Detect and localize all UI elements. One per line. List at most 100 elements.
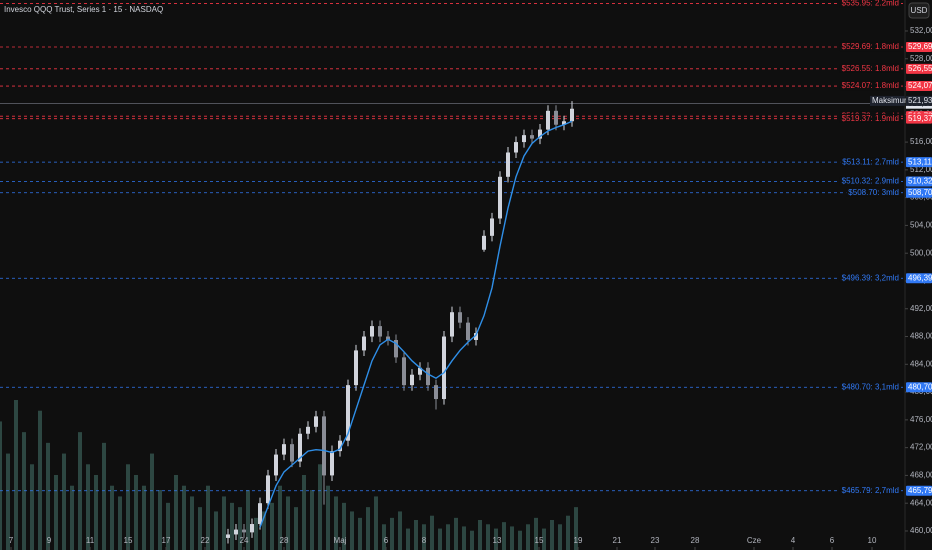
x-tick-label: 6 — [384, 536, 389, 545]
volume-bar — [342, 502, 346, 550]
volume-bar — [510, 526, 514, 550]
candle-body — [434, 385, 438, 400]
volume-bar — [294, 507, 298, 550]
price-badge — [906, 273, 932, 284]
price-badge — [906, 81, 932, 92]
candle-body — [266, 475, 270, 504]
volume-bar — [126, 464, 130, 550]
volume-bar — [414, 520, 418, 550]
level-label: $535.95: 2.2mld — [842, 0, 899, 8]
candle-body — [258, 503, 262, 525]
volume-bar — [70, 485, 74, 550]
price-badge — [906, 485, 932, 496]
currency-label[interactable]: USD — [911, 6, 928, 15]
candle-body — [354, 350, 358, 386]
price-badge — [906, 382, 932, 393]
candle-body — [506, 152, 510, 177]
price-badge — [906, 187, 932, 198]
level-label-bg — [846, 187, 901, 197]
volume-bar — [86, 464, 90, 550]
candle-body — [250, 524, 254, 533]
candle-body — [290, 444, 294, 462]
candle-body — [282, 444, 286, 455]
y-tick-label: 468,00 — [910, 471, 932, 480]
candle-body — [498, 176, 502, 219]
candle-body — [242, 529, 246, 533]
chart-title: Invesco QQQ Trust, Series 1 · 15 · NASDA… — [4, 5, 163, 14]
volume-bar — [182, 485, 186, 550]
volume-bar — [406, 528, 410, 550]
candle-body — [418, 367, 422, 375]
candle-body — [298, 433, 302, 462]
candle-body — [490, 218, 494, 236]
volume-bar — [518, 530, 522, 550]
candle-body — [378, 326, 382, 337]
volume-bar — [142, 485, 146, 550]
volume-bar — [470, 530, 474, 550]
volume-bar — [206, 485, 210, 550]
volume-bar — [6, 453, 10, 550]
candle-body — [330, 451, 334, 476]
price-badge-label: 465,79 — [908, 486, 932, 495]
volume-bar — [366, 507, 370, 550]
level-label: $513.11: 2.7mld — [842, 157, 899, 166]
high-marker-value: 521,93 — [908, 96, 932, 105]
volume-bar — [134, 475, 138, 550]
level-label: $524.07: 1.8mld — [842, 81, 899, 90]
volume-bar — [478, 520, 482, 550]
level-label: $519.37: 1.9mld — [842, 114, 899, 123]
price-badge-label: 519,37 — [908, 114, 932, 123]
candle-body — [562, 121, 566, 125]
volume-bar — [558, 524, 562, 550]
candle-body — [314, 416, 318, 427]
volume-bar — [446, 524, 450, 550]
ma-line — [259, 120, 573, 528]
level-label: $510.32: 2.9mld — [842, 177, 899, 186]
volume-bar — [302, 475, 306, 550]
candle-body — [386, 336, 390, 340]
volume-bar — [382, 524, 386, 550]
x-tick-label: 22 — [201, 536, 210, 545]
volume-bar — [430, 515, 434, 550]
volume-bar — [502, 522, 506, 550]
volume-bar — [230, 502, 234, 550]
x-tick-label: 21 — [613, 536, 622, 545]
candle-body — [514, 142, 518, 153]
level-label-bg — [839, 42, 901, 52]
candle-body — [338, 440, 342, 452]
volume-bar — [14, 400, 18, 550]
x-tick-label: 15 — [124, 536, 133, 545]
candle-body — [402, 357, 406, 386]
volume-bar — [110, 485, 114, 550]
volume-bar — [150, 453, 154, 550]
volume-bar — [494, 528, 498, 550]
currency-button[interactable] — [908, 2, 930, 19]
volume-bar — [318, 464, 322, 550]
candle-body — [522, 135, 526, 143]
volume-bar — [390, 517, 394, 550]
level-label-bg — [839, 0, 901, 8]
y-tick-label: 476,00 — [910, 415, 932, 424]
candle-body — [370, 326, 374, 337]
level-label-bg — [839, 63, 901, 73]
x-tick-label: 19 — [574, 536, 583, 545]
price-badge-label: 513,11 — [908, 157, 932, 166]
price-badge — [906, 63, 932, 74]
candle-body — [538, 129, 542, 139]
volume-bar — [158, 490, 162, 550]
candle-body — [234, 529, 238, 535]
volume-bar — [0, 421, 2, 550]
candle-body — [274, 454, 278, 476]
volume-bar — [246, 490, 250, 550]
level-label-bg — [839, 273, 901, 283]
price-badge-label: 480,70 — [908, 382, 932, 391]
candle-body — [474, 333, 478, 340]
volume-bar — [574, 507, 578, 550]
candle-body — [362, 336, 366, 351]
volume-bar — [254, 517, 258, 550]
y-tick-label: 472,00 — [910, 443, 932, 452]
x-tick-label: 8 — [422, 536, 427, 545]
volume-bar — [214, 511, 218, 550]
